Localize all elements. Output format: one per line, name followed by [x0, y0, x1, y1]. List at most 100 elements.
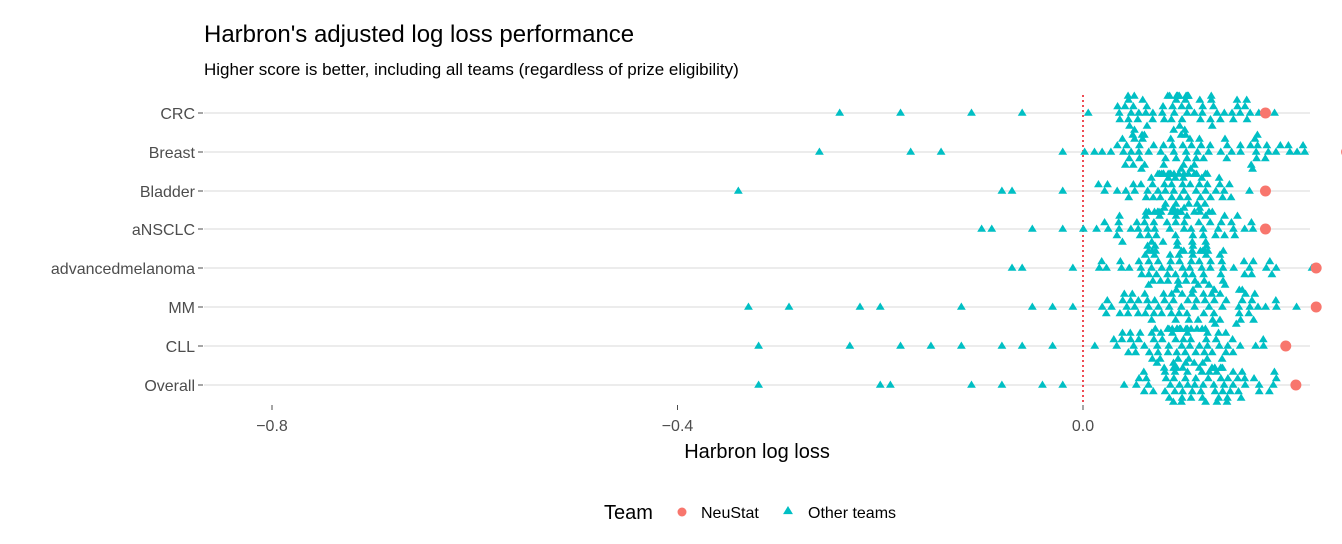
- x-tick-label-2: −0.4: [662, 418, 694, 435]
- point-other-CRC-55: [1159, 115, 1169, 123]
- point-other-CRC-31: [1113, 102, 1122, 110]
- point-other-aNSCLC-62: [1115, 211, 1124, 219]
- point-other-CLL-41: [1207, 348, 1217, 356]
- point-other-Breast-3: [1193, 147, 1202, 155]
- point-other-Breast-15: [1169, 147, 1179, 155]
- point-other-Overall-69: [1225, 387, 1235, 395]
- point-other-MM-14: [1182, 309, 1192, 317]
- point-other-Overall-25: [1212, 367, 1222, 375]
- point-other-CLL-71: [1109, 335, 1119, 343]
- point-other-aNSCLC-23: [1151, 231, 1161, 239]
- point-other-MM-22: [1150, 296, 1160, 304]
- point-other-CRC-23: [1175, 121, 1185, 129]
- point-other-MM-outlier-2: [855, 302, 865, 310]
- point-other-Bladder-4: [1191, 186, 1201, 194]
- point-other-aNSCLC-30: [1233, 211, 1242, 219]
- point-other-CLL-17: [1164, 341, 1174, 349]
- point-other-MM-53: [1184, 315, 1194, 323]
- point-other-CLL-39: [1125, 328, 1135, 336]
- point-other-CLL-37: [1184, 354, 1194, 362]
- point-other-aNSCLC-57: [1188, 241, 1198, 249]
- point-other-Overall-68: [1236, 393, 1246, 401]
- point-other-advancedmelanoma-71: [1177, 246, 1186, 254]
- point-other-advancedmelanoma-39: [1150, 250, 1159, 258]
- point-other-MM-30: [1119, 289, 1129, 297]
- point-other-Overall-48: [1254, 387, 1264, 395]
- point-other-CLL-52: [1251, 341, 1261, 349]
- point-other-MM-67: [1171, 285, 1181, 293]
- point-other-Breast-9: [1119, 147, 1128, 155]
- point-other-Breast-8: [1187, 141, 1196, 149]
- point-other-advancedmelanoma-0: [1218, 263, 1228, 271]
- point-other-CLL-outlier-6: [997, 341, 1007, 349]
- point-other-CLL-44: [1217, 354, 1227, 362]
- point-other-Bladder-6: [1183, 193, 1193, 201]
- point-other-aNSCLC-outlier-2: [1027, 224, 1037, 232]
- point-other-CRC-16: [1167, 115, 1176, 123]
- point-other-MM-1: [1253, 302, 1263, 310]
- point-other-advancedmelanoma-66: [1144, 280, 1154, 288]
- point-other-aNSCLC-3: [1165, 224, 1175, 232]
- point-other-advancedmelanoma-38: [1215, 250, 1225, 258]
- point-other-Bladder-10: [1201, 186, 1210, 194]
- point-other-MM-outlier-6: [1048, 302, 1057, 310]
- legend-label-neustat: NeuStat: [701, 505, 759, 522]
- point-other-CRC-17: [1235, 108, 1245, 116]
- point-other-CRC-0: [1182, 108, 1192, 116]
- point-other-Bladder-62: [1190, 169, 1200, 177]
- point-other-CRC-58: [1206, 91, 1216, 99]
- point-other-Breast-69: [1126, 147, 1136, 155]
- point-other-Breast-53: [1248, 164, 1257, 172]
- point-other-advancedmelanoma-74: [1181, 276, 1191, 284]
- point-other-aNSCLC-14: [1188, 231, 1198, 239]
- data-points: [733, 91, 1342, 405]
- legend-key-neustat: [677, 507, 687, 517]
- point-other-MM-70: [1237, 285, 1247, 293]
- point-other-Breast-11: [1227, 147, 1237, 155]
- point-other-Breast-30: [1246, 160, 1256, 168]
- point-other-Overall-outlier-1: [875, 380, 885, 388]
- point-other-MM-56: [1261, 302, 1271, 310]
- legend-title: Team: [604, 502, 653, 524]
- point-other-Bladder-23: [1161, 199, 1170, 207]
- point-other-CLL-20: [1156, 328, 1166, 336]
- point-neustat-CRC: [1259, 107, 1271, 119]
- point-other-Overall-37: [1160, 367, 1170, 375]
- point-other-Bladder-18: [1170, 173, 1180, 181]
- point-other-Breast-42: [1137, 164, 1146, 172]
- point-other-MM-50: [1160, 296, 1169, 304]
- point-other-Bladder-40: [1219, 186, 1229, 194]
- point-other-advancedmelanoma-25: [1267, 270, 1277, 278]
- point-other-Overall-72: [1119, 380, 1129, 388]
- point-other-CRC-13: [1141, 108, 1151, 116]
- point-other-MM-outlier-3: [875, 302, 885, 310]
- point-other-CRC-outlier-0: [835, 108, 845, 116]
- point-other-CLL-8: [1185, 341, 1195, 349]
- point-other-MM-15: [1217, 302, 1227, 310]
- point-other-Breast-29: [1300, 147, 1310, 155]
- point-other-Bladder-26: [1202, 180, 1212, 188]
- point-other-Breast-26: [1285, 147, 1295, 155]
- point-other-Bladder-56: [1141, 193, 1151, 201]
- point-other-CLL-73: [1182, 324, 1192, 332]
- point-other-Overall-21: [1144, 380, 1153, 388]
- point-other-Bladder-outlier-3: [1058, 186, 1068, 194]
- point-other-Breast-62: [1128, 160, 1138, 168]
- point-other-Overall-outlier-4: [997, 380, 1007, 388]
- point-other-Bladder-17: [1179, 173, 1188, 181]
- point-other-aNSCLC-28: [1147, 237, 1157, 245]
- point-other-CRC-45: [1228, 115, 1238, 123]
- point-other-Bladder-39: [1146, 173, 1156, 181]
- point-other-aNSCLC-5: [1198, 224, 1208, 232]
- point-other-MM-23: [1244, 309, 1254, 317]
- point-other-aNSCLC-25: [1112, 231, 1122, 239]
- point-other-CRC-outlier-1: [896, 108, 905, 116]
- point-other-advancedmelanoma-34: [1152, 270, 1161, 278]
- point-other-MM-outlier-1: [784, 302, 794, 310]
- x-axis-title: Harbron log loss: [684, 441, 830, 463]
- point-other-Breast-12: [1149, 141, 1159, 149]
- point-other-advancedmelanoma-6: [1147, 263, 1156, 271]
- point-other-MM-66: [1249, 315, 1258, 323]
- legend-key-other-teams: [783, 505, 793, 515]
- point-other-MM-68: [1174, 309, 1184, 317]
